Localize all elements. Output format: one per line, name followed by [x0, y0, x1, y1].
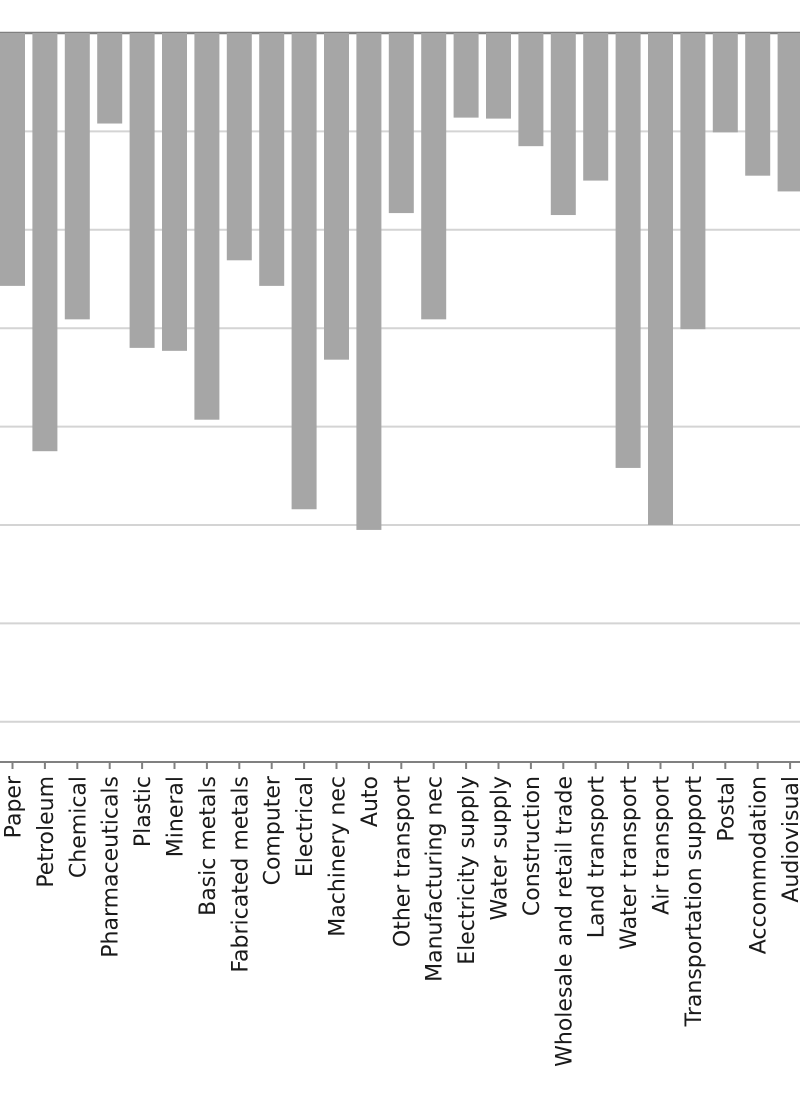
x-tick-label-5: Mineral — [164, 776, 189, 857]
bar-0 — [0, 33, 25, 286]
bar-16 — [518, 33, 544, 147]
x-tick-label-15: Water supply — [488, 776, 513, 921]
bar-17 — [550, 33, 576, 216]
bar-4 — [129, 33, 155, 348]
x-tick-label-9: Electrical — [293, 776, 318, 877]
bar-5 — [162, 33, 187, 351]
x-tick-label-24: Audiovisual — [779, 776, 800, 903]
x-tick-label-20: Air transport — [650, 776, 675, 915]
category-labels: Paper Petroleum Chemical Pharmaceuticals Pla… — [2, 775, 800, 1067]
x-tick-label-11: Auto — [358, 776, 383, 827]
bar-1 — [32, 33, 58, 452]
x-tick-label-22: Postal — [714, 776, 739, 842]
bar-7 — [226, 33, 252, 261]
bar-14 — [453, 33, 479, 118]
bar-11 — [356, 33, 382, 530]
bar-3 — [97, 33, 123, 124]
x-tick-label-13: Manufacturing nec — [423, 776, 448, 982]
x-tick-label-6: Basic metals — [196, 776, 221, 916]
bar-10 — [324, 33, 349, 360]
bar-23 — [745, 33, 771, 176]
x-tick-label-19: Water transport — [617, 776, 642, 950]
bar-12 — [388, 33, 414, 214]
x-tick-label-18: Land transport — [585, 776, 610, 939]
bar-22 — [712, 33, 738, 133]
bar-19 — [615, 33, 641, 468]
x-tick-label-12: Other transport — [390, 776, 415, 947]
bar-6 — [194, 33, 220, 420]
bar-15 — [486, 33, 511, 119]
bar-13 — [421, 33, 447, 320]
bar-20 — [648, 33, 673, 525]
bar-21 — [680, 33, 706, 330]
bars — [0, 33, 800, 530]
bar-2 — [64, 33, 90, 320]
x-tick-label-0: Paper — [2, 775, 27, 838]
bar-8 — [259, 33, 285, 286]
bar-18 — [583, 33, 609, 181]
x-tick-label-21: Transportation support — [682, 776, 707, 1028]
x-tick-label-14: Electricity supply — [455, 776, 480, 965]
x-tick-label-1: Petroleum — [34, 776, 59, 888]
x-tick-label-4: Plastic — [131, 776, 156, 847]
x-tick-label-17: Wholesale and retail trade — [552, 776, 577, 1067]
x-tick-label-8: Computer — [261, 775, 286, 885]
x-tick-label-2: Chemical — [66, 776, 91, 878]
x-tick-label-7: Fabricated metals — [228, 776, 253, 973]
bar-9 — [291, 33, 317, 510]
x-tick-label-23: Accommodation — [747, 776, 772, 954]
bar-24 — [777, 33, 800, 192]
x-tick-label-10: Machinery nec — [326, 776, 351, 937]
x-tick-label-16: Construction — [520, 776, 545, 916]
x-tick-label-3: Pharmaceuticals — [99, 776, 124, 958]
axes — [0, 761, 800, 769]
